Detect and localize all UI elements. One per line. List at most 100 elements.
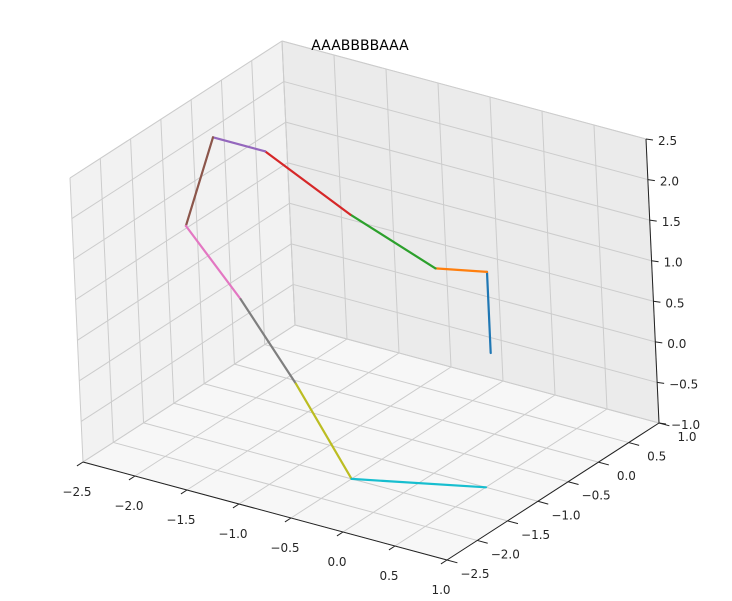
grid-line-floor-y (113, 441, 478, 541)
z-tick-label: 2.0 (660, 175, 679, 189)
y-tick-mark (537, 500, 549, 505)
y-tick-mark (598, 461, 609, 466)
line-segment-2 (434, 267, 489, 273)
y-tick-label: −1.0 (551, 508, 580, 522)
x-tick-label: 0.5 (379, 569, 398, 583)
x-tick-label: −2.5 (62, 485, 91, 499)
grid-line-left-y (69, 177, 84, 463)
z-tick-label: 2.5 (658, 134, 677, 148)
grid-line-back-z (287, 162, 652, 262)
grid-line-left-z (73, 121, 286, 260)
grid-line-left-z (71, 81, 285, 219)
x-tick-mark (284, 517, 292, 523)
left-pane (70, 41, 295, 462)
line-segment-7 (184, 224, 242, 301)
grid-line-left-y (99, 158, 114, 443)
line-segment-9 (294, 382, 353, 480)
x-tick-mark (440, 559, 448, 565)
line-segment-10 (350, 477, 487, 489)
x-tick-label: −0.5 (270, 541, 299, 555)
y-tick-mark (446, 559, 458, 564)
grid-line-floor-y (204, 383, 569, 483)
y-tick-label: −2.5 (460, 567, 489, 581)
grid-line-back-x (541, 110, 556, 396)
y-tick-label: −0.5 (582, 489, 611, 503)
grid-line-back-x (489, 96, 504, 382)
grid-line-back-z (281, 40, 647, 140)
grid-line-left-z (69, 40, 283, 179)
grid-line-floor-x (342, 394, 556, 533)
grid-line-left-z (80, 284, 294, 422)
back-pane (282, 41, 659, 423)
grid-line-floor-x (290, 380, 504, 519)
grid-line-floor-y (294, 324, 660, 424)
grid-line-back-x (333, 54, 348, 340)
z-tick-mark (658, 422, 667, 425)
grid-line-left-y (130, 138, 145, 423)
grid-line-left-y (281, 40, 296, 326)
y-axis-line (446, 422, 660, 561)
line-segment-1 (485, 270, 492, 355)
tick-marks: −2.5−2.0−1.5−1.0−0.50.00.51.0−2.5−2.0−1.… (62, 134, 700, 597)
y-tick-label: 0.5 (647, 450, 666, 464)
grid-line-back-x (593, 124, 608, 410)
grid-line-floor-y (173, 402, 538, 502)
grid-line-floor-x (82, 324, 296, 463)
z-tick-label: 1.5 (662, 215, 681, 229)
grid-line-left-y (160, 119, 175, 404)
grid-line-floor-x (394, 408, 608, 547)
z-axis-line (645, 138, 660, 424)
z-tick-mark (653, 300, 661, 303)
series-line (184, 136, 492, 489)
x-tick-label: −1.0 (218, 527, 247, 541)
y-tick-label: −2.0 (491, 547, 520, 561)
z-tick-mark (655, 341, 663, 344)
y-tick-label: 1.0 (677, 430, 696, 444)
x-tick-mark (76, 461, 84, 467)
z-tick-label: 0.0 (667, 337, 686, 351)
axis-lines (82, 138, 660, 561)
x-axis-line (82, 461, 448, 561)
grid-line-left-z (77, 202, 290, 341)
x-tick-mark (232, 503, 240, 509)
grid-line-back-z (291, 243, 656, 343)
y-tick-mark (568, 481, 579, 485)
grid-line-back-x (385, 68, 400, 354)
x-tick-label: −2.0 (114, 499, 143, 513)
y-tick-label: 0.0 (617, 469, 636, 483)
grid-line-floor-x (186, 352, 400, 491)
grid-line-floor-x (134, 338, 348, 477)
grid-line-back-z (283, 81, 648, 181)
z-tick-label: −1.0 (671, 418, 700, 432)
grid-line-left-z (79, 243, 292, 382)
y-tick-mark (628, 442, 640, 446)
z-tick-label: −0.5 (669, 377, 698, 391)
axes-panes (70, 41, 659, 560)
x-tick-label: −1.5 (166, 513, 195, 527)
x-tick-label: 0.0 (327, 555, 346, 569)
grid-line-left-y (251, 60, 266, 345)
line-segment-6 (184, 136, 215, 227)
grid-line-floor-y (143, 422, 508, 522)
floor-pane (83, 325, 659, 560)
z-tick-label: 0.5 (665, 296, 684, 310)
x-tick-mark (128, 475, 136, 481)
grid-line-left-z (75, 162, 288, 301)
line-segment-8 (239, 298, 297, 385)
y-tick-label: −1.5 (521, 528, 550, 542)
line-segment-4 (263, 150, 352, 216)
grid-line-floor-y (264, 344, 629, 444)
y-tick-mark (477, 539, 488, 544)
grid-line-back-z (293, 283, 658, 383)
chart-title: AAABBBBAAA (311, 38, 409, 54)
grid-line-back-z (285, 121, 650, 221)
line-segment-5 (211, 136, 267, 153)
y-tick-mark (507, 520, 519, 525)
z-tick-mark (649, 219, 657, 222)
x-tick-mark (388, 545, 396, 551)
x-tick-mark (180, 489, 188, 495)
x-tick-label: 1.0 (431, 583, 450, 597)
z-tick-label: 1.0 (664, 256, 683, 270)
grid-line-floor-x (238, 366, 452, 505)
